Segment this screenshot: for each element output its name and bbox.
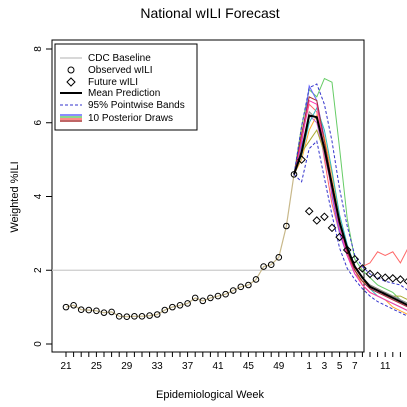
observed-point <box>267 261 275 269</box>
observed-point <box>229 287 237 294</box>
observed-point <box>62 303 70 311</box>
observed-point <box>184 300 191 307</box>
x-tick-label: 37 <box>182 361 194 372</box>
observed-point <box>146 312 153 319</box>
future-point <box>327 223 337 233</box>
observed-point <box>138 313 146 320</box>
observed-point <box>222 290 229 298</box>
x-tick-label: 5 <box>337 361 343 372</box>
posterior-draw-line <box>293 77 407 304</box>
observed-trend-line <box>65 174 295 318</box>
future-point <box>388 274 398 283</box>
future-point <box>297 155 306 164</box>
x-axis-label: Epidemiological Week <box>156 389 265 401</box>
y-tick-label: 8 <box>33 46 44 52</box>
observed-point <box>260 263 267 270</box>
y-tick-label: 6 <box>33 120 44 126</box>
x-tick-label: 49 <box>273 361 285 372</box>
future-point <box>320 212 329 222</box>
mean-prediction-line <box>293 114 407 306</box>
x-tick-label: 3 <box>322 361 328 372</box>
x-tick-label: 29 <box>121 361 133 372</box>
posterior-draw-line <box>293 99 407 311</box>
posterior-draw-line <box>293 103 407 271</box>
observed-point <box>77 306 85 314</box>
y-tick-label: 0 <box>33 341 44 347</box>
legend-label-bands: 95% Pointwise Bands <box>88 100 185 111</box>
observed-point <box>153 311 161 318</box>
x-axis: 21252933374145491357111519 <box>60 352 401 372</box>
observed-point <box>237 283 245 291</box>
observed-point <box>191 294 199 302</box>
legend-label-observed: Observed wILI <box>88 65 152 76</box>
x-tick-label: 11 <box>380 361 391 372</box>
observed-point <box>176 301 184 309</box>
observed-point <box>131 313 138 320</box>
legend-label-future: Future wILI <box>88 77 138 88</box>
legend-label-draws: 10 Posterior Draws <box>88 113 173 124</box>
band-lower-line <box>293 140 407 317</box>
legend: CDC Baseline Observed wILI Future wILI M… <box>54 43 198 131</box>
y-tick-label: 2 <box>33 267 44 273</box>
band-upper-line <box>293 83 407 291</box>
observed-point <box>275 254 283 261</box>
observed-point <box>100 309 108 316</box>
future-point <box>358 264 367 273</box>
observed-point <box>93 307 100 315</box>
x-tick-label: 1 <box>306 361 312 372</box>
x-tick-label: 25 <box>91 361 103 372</box>
posterior-draw-line <box>293 84 407 307</box>
posterior-draw-line <box>293 128 407 300</box>
legend-swatch-draws <box>60 114 82 122</box>
observed-point <box>169 303 176 311</box>
future-point <box>312 216 322 225</box>
future-point <box>396 275 405 284</box>
observed-point <box>123 313 131 321</box>
legend-swatch-observed <box>67 66 75 74</box>
y-axis-label: Weighted %ILI <box>9 161 21 232</box>
y-axis: 0 2 4 6 8 <box>33 46 52 347</box>
observed-point <box>108 308 115 316</box>
future-point <box>365 269 375 279</box>
legend-swatch-future <box>66 77 76 87</box>
future-point <box>350 254 360 264</box>
x-tick-label: 45 <box>243 361 255 372</box>
future-point <box>373 271 382 281</box>
observed-point <box>115 313 123 320</box>
future-point <box>304 206 314 216</box>
future-point <box>380 273 390 282</box>
observed-point <box>207 294 214 302</box>
observed-point <box>283 222 290 230</box>
observed-point <box>70 301 77 309</box>
x-tick-label: 41 <box>212 361 224 372</box>
future-point <box>335 232 344 242</box>
x-tick-label: 33 <box>152 361 164 372</box>
future-point <box>403 278 407 285</box>
chart-title: National wILI Forecast <box>140 5 279 21</box>
observed-point <box>199 297 207 305</box>
observed-point <box>245 281 252 289</box>
legend-label-mean: Mean Prediction <box>88 88 160 99</box>
observed-point <box>85 306 93 314</box>
observed-point <box>290 171 298 178</box>
legend-label-cdc-baseline: CDC Baseline <box>88 53 151 64</box>
posterior-draw-line <box>293 114 407 308</box>
observed-point <box>252 276 260 283</box>
future-point <box>342 245 352 255</box>
plot-area <box>52 77 407 321</box>
posterior-draw-line <box>293 106 407 311</box>
x-tick-label: 21 <box>60 361 72 372</box>
posterior-draw-line <box>293 96 407 308</box>
y-tick-label: 4 <box>33 193 44 199</box>
observed-point <box>214 292 222 300</box>
x-tick-label: 7 <box>352 361 358 372</box>
observed-point <box>161 306 169 314</box>
